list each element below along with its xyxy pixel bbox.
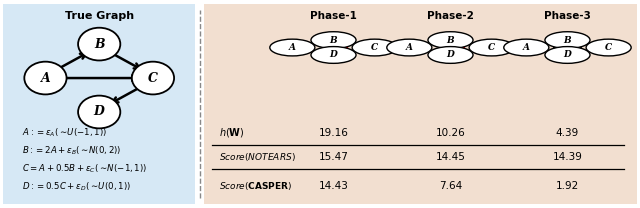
Text: D: D bbox=[564, 51, 572, 59]
FancyBboxPatch shape bbox=[0, 0, 197, 208]
Ellipse shape bbox=[78, 28, 120, 61]
Text: $D := 0.5C + \epsilon_D(\sim\!U(0,1))$: $D := 0.5C + \epsilon_D(\sim\!U(0,1))$ bbox=[22, 181, 131, 193]
Text: 14.45: 14.45 bbox=[436, 152, 465, 162]
Text: D: D bbox=[94, 105, 104, 119]
Text: $B := 2A + \epsilon_B(\sim\!N(0,2))$: $B := 2A + \epsilon_B(\sim\!N(0,2))$ bbox=[22, 145, 122, 157]
Text: A: A bbox=[289, 43, 296, 52]
Text: C: C bbox=[605, 43, 612, 52]
Ellipse shape bbox=[504, 39, 549, 56]
Text: B: B bbox=[564, 36, 572, 45]
Text: B: B bbox=[94, 38, 104, 51]
Text: C: C bbox=[488, 43, 495, 52]
Ellipse shape bbox=[78, 96, 120, 128]
Text: $A := \epsilon_A(\sim\!U(-1,1))$: $A := \epsilon_A(\sim\!U(-1,1))$ bbox=[22, 127, 108, 139]
Text: D: D bbox=[447, 51, 454, 59]
Text: 19.16: 19.16 bbox=[319, 128, 348, 138]
Text: $C = A + 0.5B + \epsilon_C(\sim\!N(-1,1))$: $C = A + 0.5B + \epsilon_C(\sim\!N(-1,1)… bbox=[22, 163, 148, 175]
Text: B: B bbox=[447, 36, 454, 45]
Text: B: B bbox=[330, 36, 337, 45]
Ellipse shape bbox=[545, 32, 590, 48]
Ellipse shape bbox=[469, 39, 514, 56]
Ellipse shape bbox=[428, 47, 473, 63]
Ellipse shape bbox=[311, 47, 356, 63]
Text: 14.39: 14.39 bbox=[552, 152, 582, 162]
Ellipse shape bbox=[352, 39, 397, 56]
Ellipse shape bbox=[311, 32, 356, 48]
Text: C: C bbox=[148, 72, 158, 84]
Text: Phase-3: Phase-3 bbox=[544, 11, 591, 21]
Ellipse shape bbox=[132, 62, 174, 94]
Text: Phase-2: Phase-2 bbox=[427, 11, 474, 21]
Text: A: A bbox=[406, 43, 413, 52]
Text: 4.39: 4.39 bbox=[556, 128, 579, 138]
Text: $Score(\mathbf{CASPER})$: $Score(\mathbf{CASPER})$ bbox=[219, 180, 292, 192]
Ellipse shape bbox=[545, 47, 590, 63]
Text: 10.26: 10.26 bbox=[436, 128, 465, 138]
Text: Phase-1: Phase-1 bbox=[310, 11, 357, 21]
FancyBboxPatch shape bbox=[195, 2, 640, 208]
Ellipse shape bbox=[387, 39, 432, 56]
Ellipse shape bbox=[24, 62, 67, 94]
Text: A: A bbox=[40, 72, 51, 84]
Ellipse shape bbox=[270, 39, 315, 56]
Text: 1.92: 1.92 bbox=[556, 181, 579, 191]
Text: C: C bbox=[371, 43, 378, 52]
Ellipse shape bbox=[586, 39, 631, 56]
Text: $h(\mathbf{W})$: $h(\mathbf{W})$ bbox=[219, 126, 244, 139]
Text: D: D bbox=[330, 51, 337, 59]
Ellipse shape bbox=[428, 32, 473, 48]
Text: A: A bbox=[523, 43, 530, 52]
Text: 14.43: 14.43 bbox=[319, 181, 348, 191]
Text: $\mathit{Score(NOTEARS)}$: $\mathit{Score(NOTEARS)}$ bbox=[219, 151, 296, 163]
Text: 15.47: 15.47 bbox=[319, 152, 348, 162]
Text: True Graph: True Graph bbox=[65, 11, 134, 21]
Text: 7.64: 7.64 bbox=[439, 181, 462, 191]
